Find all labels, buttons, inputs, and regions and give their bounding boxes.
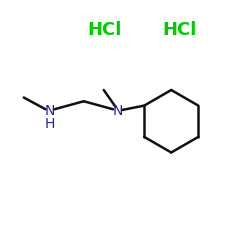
Text: H: H — [45, 117, 55, 131]
Text: HCl: HCl — [163, 21, 197, 39]
Text: N: N — [112, 104, 123, 118]
Text: HCl: HCl — [88, 21, 122, 39]
Text: N: N — [45, 104, 55, 118]
